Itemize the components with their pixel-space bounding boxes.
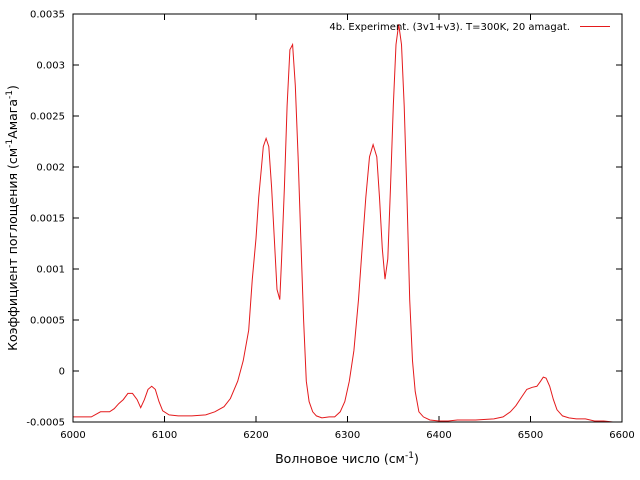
x-axis-title-main: Волновое число (см bbox=[275, 451, 405, 466]
y-tick-label: 0 bbox=[59, 367, 65, 378]
legend-label: 4b. Experiment. (3v1+v3). T=300K, 20 ama… bbox=[329, 22, 570, 33]
y-tick-label: 0.0015 bbox=[30, 214, 65, 225]
x-tick-label: 6600 bbox=[609, 430, 634, 441]
plot-frame bbox=[72, 13, 623, 423]
x-tick-label: 6000 bbox=[60, 430, 85, 441]
y-tick-label: 0.001 bbox=[36, 265, 65, 276]
y-axis-title-unit: Амага bbox=[5, 99, 20, 139]
y-tick-label: 0.0005 bbox=[30, 316, 65, 327]
y-tick-label: 0.0025 bbox=[30, 112, 65, 123]
x-tick-label: 6200 bbox=[243, 430, 268, 441]
y-tick-label: 0.002 bbox=[36, 163, 65, 174]
y-tick-label: 0.0035 bbox=[30, 10, 65, 21]
x-tick-label: 6400 bbox=[426, 430, 451, 441]
tick-marks bbox=[72, 13, 623, 423]
y-axis-title-main: Коэффициент поглощения (см bbox=[5, 148, 20, 351]
y-axis-title: Коэффициент поглощения (см-1Амага-1) bbox=[5, 85, 20, 351]
y-axis-title-superscript-1: -1 bbox=[5, 139, 15, 148]
x-tick-label: 6300 bbox=[335, 430, 360, 441]
x-tick-label: 6500 bbox=[518, 430, 543, 441]
legend: 4b. Experiment. (3v1+v3). T=300K, 20 ama… bbox=[329, 22, 610, 33]
x-axis-title-close: ) bbox=[414, 451, 419, 466]
y-axis-title-superscript-2: -1 bbox=[5, 90, 15, 99]
y-tick-label: -0.0005 bbox=[26, 418, 65, 429]
tick-labels: 6000 6100 6200 6300 6400 6500 6600 -0.0005 0 0.00… bbox=[26, 10, 634, 442]
series-line bbox=[73, 24, 622, 423]
x-axis-title: Волновое число (см-1) bbox=[275, 451, 419, 466]
y-tick-label: 0.003 bbox=[36, 61, 65, 72]
x-axis-title-superscript: -1 bbox=[405, 451, 414, 461]
y-axis-title-close: ) bbox=[5, 85, 20, 90]
x-tick-label: 6100 bbox=[152, 430, 177, 441]
